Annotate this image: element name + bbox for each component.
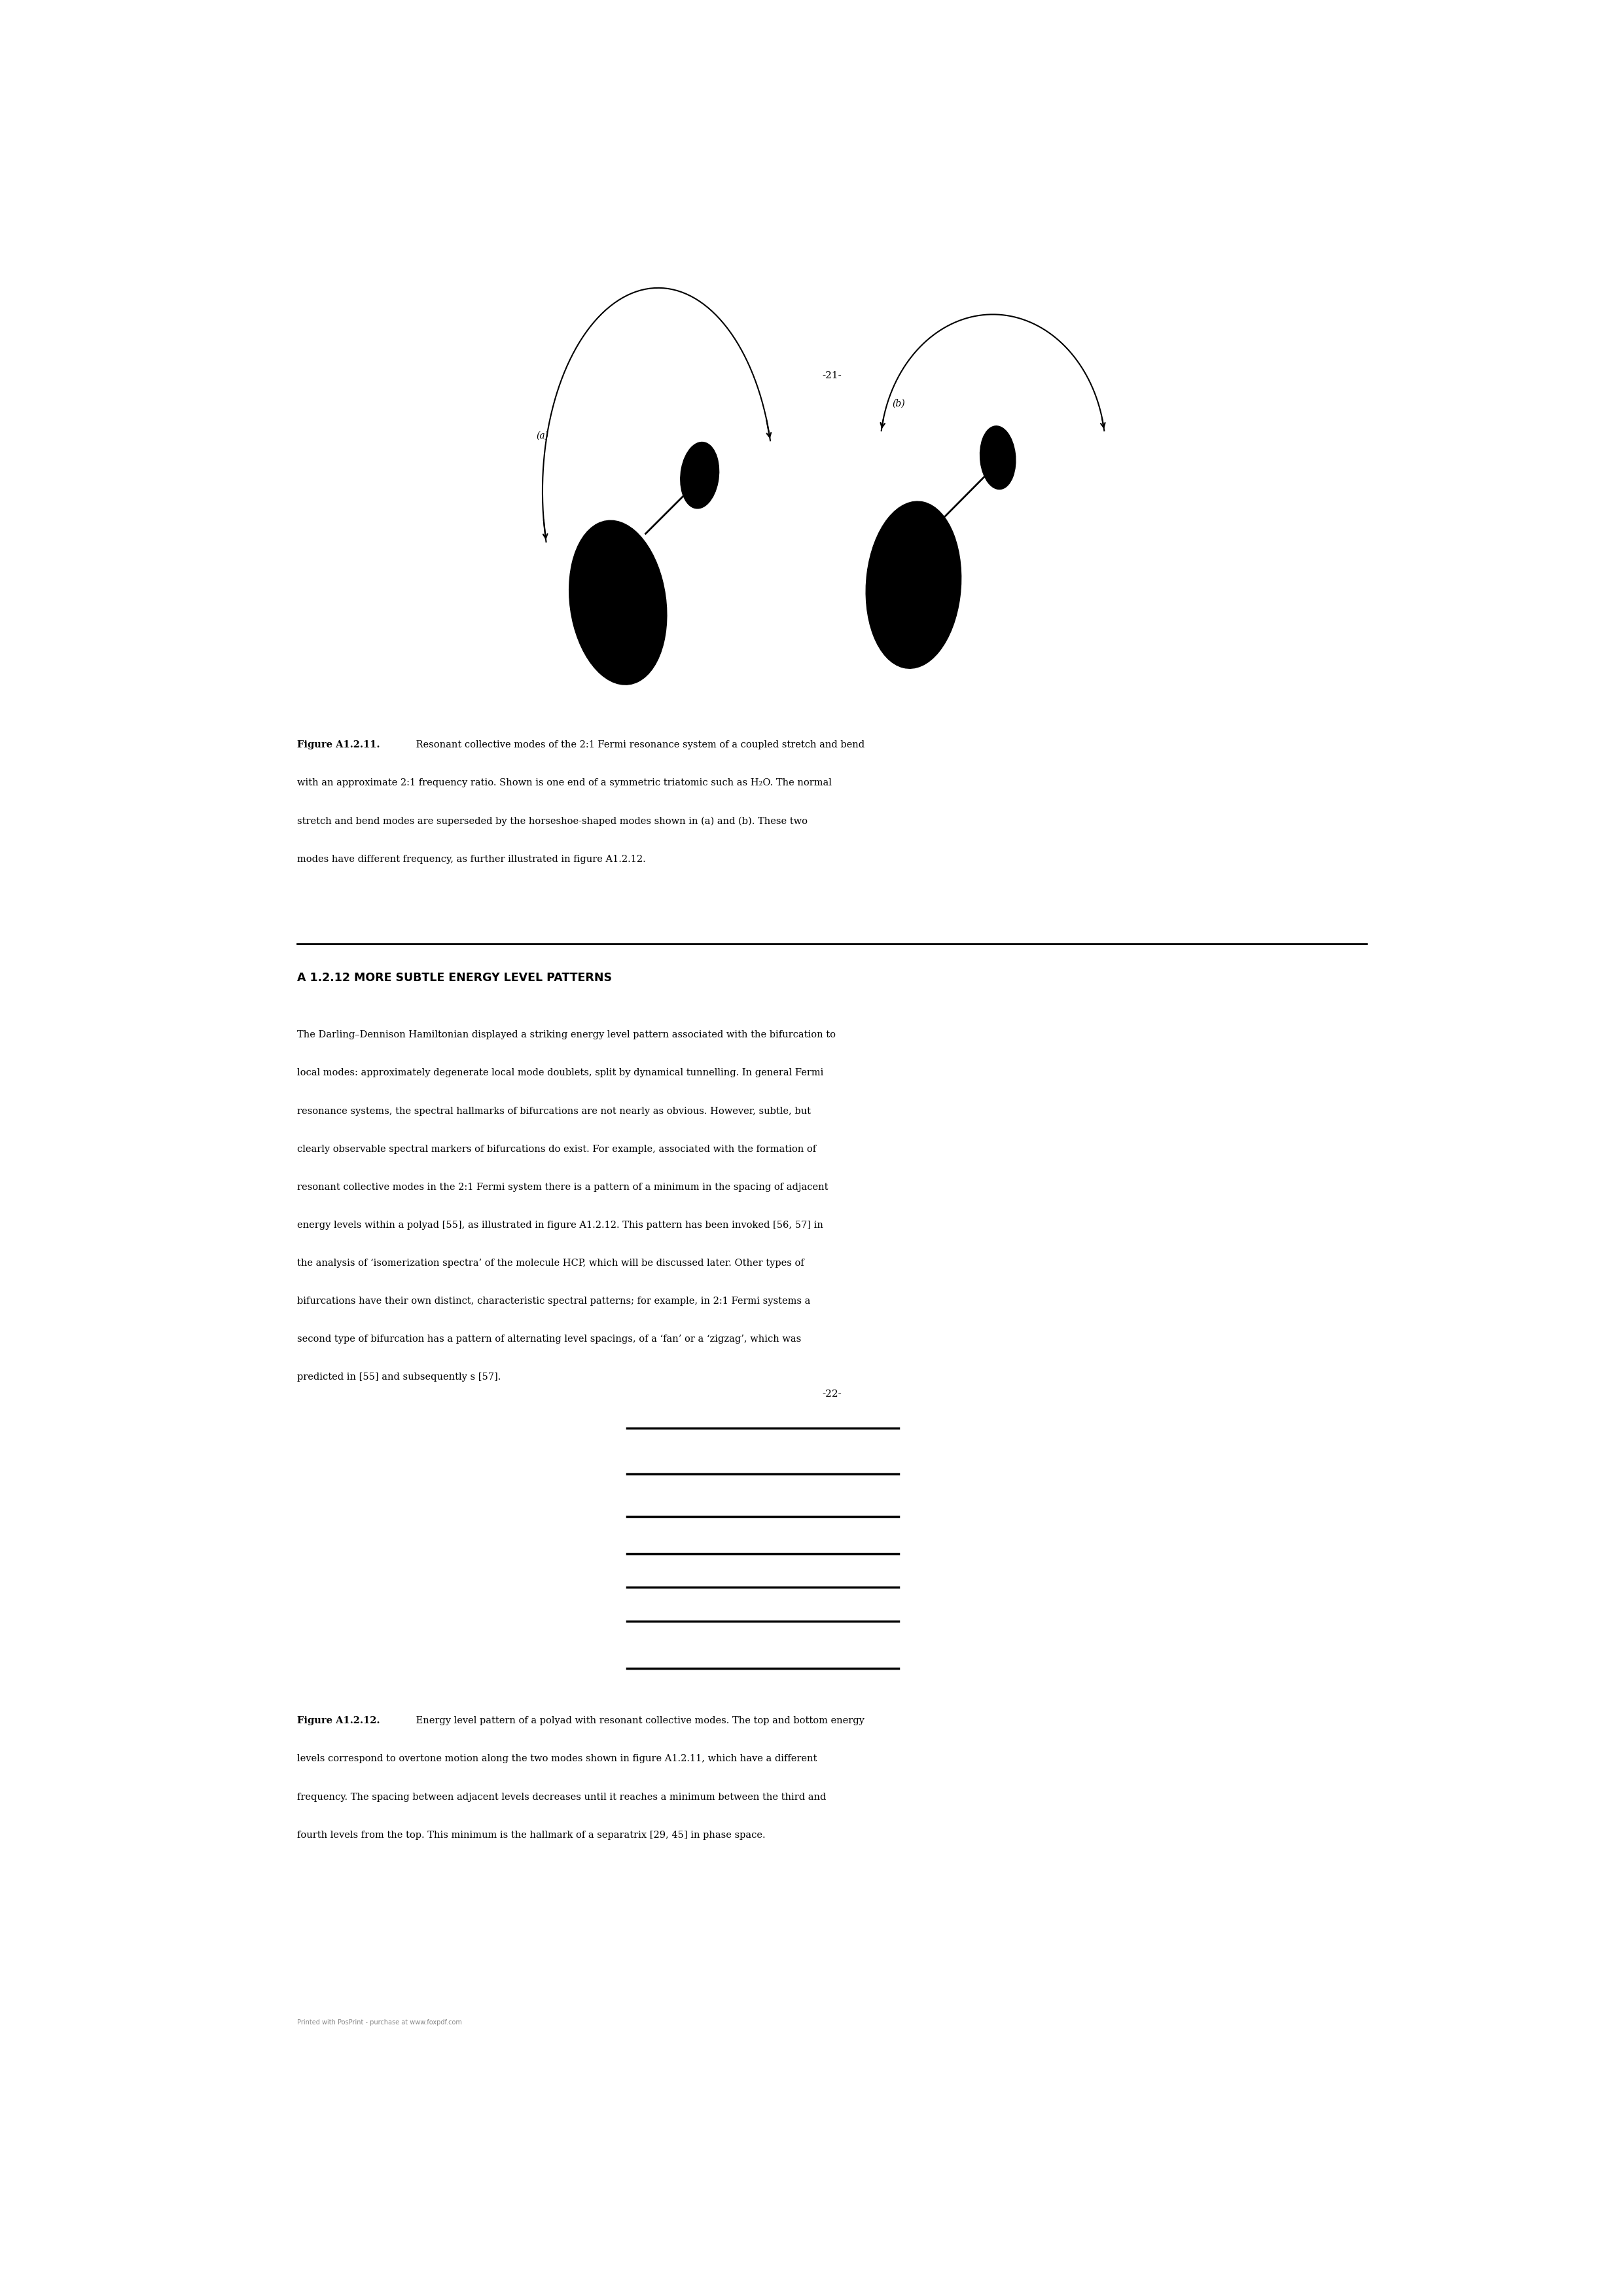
Text: second type of bifurcation has a pattern of alternating level spacings, of a ‘fa: second type of bifurcation has a pattern… <box>297 1334 802 1343</box>
Text: (b): (b) <box>893 400 906 409</box>
Text: Figure A1.2.12.: Figure A1.2.12. <box>297 1717 380 1727</box>
Text: stretch and bend modes are superseded by the horseshoe-shaped modes shown in (a): stretch and bend modes are superseded by… <box>297 817 808 827</box>
Text: Resonant collective modes of the 2:1 Fermi resonance system of a coupled stretch: Resonant collective modes of the 2:1 Fer… <box>412 742 865 751</box>
Ellipse shape <box>867 501 961 668</box>
Text: resonant collective modes in the 2:1 Fermi system there is a pattern of a minimu: resonant collective modes in the 2:1 Fer… <box>297 1182 828 1192</box>
Ellipse shape <box>980 427 1016 489</box>
Text: fourth levels from the top. This minimum is the hallmark of a separatrix [29, 45: fourth levels from the top. This minimum… <box>297 1830 766 1839</box>
Text: Printed with PosPrint - purchase at www.foxpdf.com: Printed with PosPrint - purchase at www.… <box>297 2018 463 2025</box>
Text: The Darling–Dennison Hamiltonian displayed a striking energy level pattern assoc: The Darling–Dennison Hamiltonian display… <box>297 1031 836 1040</box>
Text: A 1.2.12 MORE SUBTLE ENERGY LEVEL PATTERNS: A 1.2.12 MORE SUBTLE ENERGY LEVEL PATTER… <box>297 971 612 985</box>
Text: bifurcations have their own distinct, characteristic spectral patterns; for exam: bifurcations have their own distinct, ch… <box>297 1297 810 1306</box>
Text: the analysis of ‘isomerization spectra’ of the molecule HCP, which will be discu: the analysis of ‘isomerization spectra’ … <box>297 1258 805 1267</box>
Text: modes have different frequency, as further illustrated in figure A1.2.12.: modes have different frequency, as furth… <box>297 854 646 863</box>
Text: with an approximate 2:1 frequency ratio. Shown is one end of a symmetric triatom: with an approximate 2:1 frequency ratio.… <box>297 778 833 788</box>
Text: frequency. The spacing between adjacent levels decreases until it reaches a mini: frequency. The spacing between adjacent … <box>297 1793 826 1802</box>
Text: clearly observable spectral markers of bifurcations do exist. For example, assoc: clearly observable spectral markers of b… <box>297 1143 816 1153</box>
Text: levels correspond to overtone motion along the two modes shown in figure A1.2.11: levels correspond to overtone motion alo… <box>297 1754 816 1763</box>
Text: resonance systems, the spectral hallmarks of bifurcations are not nearly as obvi: resonance systems, the spectral hallmark… <box>297 1107 812 1116</box>
Ellipse shape <box>570 521 667 684</box>
Text: Energy level pattern of a polyad with resonant collective modes. The top and bot: Energy level pattern of a polyad with re… <box>412 1717 865 1727</box>
Text: local modes: approximately degenerate local mode doublets, split by dynamical tu: local modes: approximately degenerate lo… <box>297 1068 823 1077</box>
Text: energy levels within a polyad [55], as illustrated in figure A1.2.12. This patte: energy levels within a polyad [55], as i… <box>297 1221 823 1231</box>
Text: -21-: -21- <box>823 372 841 381</box>
Text: predicted in [55] and subsequently s [57].: predicted in [55] and subsequently s [57… <box>297 1373 502 1382</box>
Text: Figure A1.2.11.: Figure A1.2.11. <box>297 742 380 751</box>
Text: (a): (a) <box>536 432 549 441</box>
Ellipse shape <box>680 443 719 507</box>
Text: -22-: -22- <box>823 1389 841 1398</box>
